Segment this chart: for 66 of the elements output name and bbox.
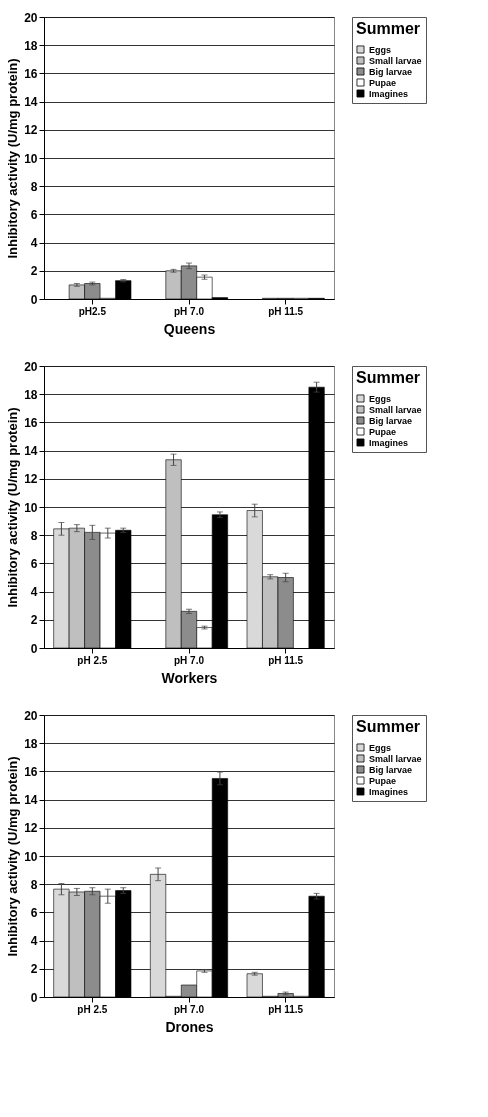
x-tick-label: pH2.5 (78, 305, 107, 317)
y-tick-label: 6 (30, 207, 38, 222)
y-tick-label: 6 (30, 905, 38, 920)
y-tick-label: 2 (30, 962, 38, 977)
x-tick-label: pH 7.0 (173, 305, 205, 317)
x-tick-label: pH 2.5 (77, 654, 108, 666)
y-tick-label: 16 (24, 415, 38, 430)
y-tick-label: 4 (30, 585, 38, 600)
y-tick-label: 10 (24, 849, 38, 864)
y-tick-label: 10 (24, 151, 38, 166)
y-tick-label: 8 (30, 179, 38, 194)
y-tick-label: 4 (30, 934, 38, 949)
legend-label: Pupae (369, 426, 397, 437)
legend-label: Big larvae (369, 415, 413, 426)
y-axis-title: Inhibitory activity (U/mg protein) (5, 756, 21, 957)
x-tick-label: pH 7.0 (173, 1003, 205, 1015)
y-tick-label: 12 (24, 123, 38, 138)
y-tick-label: 6 (30, 556, 38, 571)
y-axis-title: Inhibitory activity (U/mg protein) (5, 407, 21, 608)
legend-label: Imagines (369, 437, 409, 448)
legend-label: Imagines (369, 786, 409, 797)
legend-label: Small larvae (369, 55, 422, 66)
legend-title: Summer (356, 369, 421, 386)
y-tick-label: 18 (24, 38, 38, 53)
y-axis-title: Inhibitory activity (U/mg protein) (5, 58, 21, 259)
x-tick-label: pH 11.5 (268, 654, 304, 666)
y-tick-label: 14 (24, 793, 38, 808)
legend-label: Big larvae (369, 764, 413, 775)
legend-label: Pupae (369, 77, 397, 88)
y-tick-label: 2 (30, 264, 38, 279)
y-tick-label: 10 (24, 500, 38, 515)
legend-label: Eggs (369, 44, 392, 55)
y-tick-label: 12 (24, 472, 38, 487)
y-tick-label: 20 (24, 359, 38, 374)
y-tick-label: 8 (30, 528, 38, 543)
y-tick-label: 8 (30, 877, 38, 892)
legend-label: Imagines (369, 88, 409, 99)
y-tick-label: 20 (24, 708, 38, 723)
y-tick-label: 2 (30, 613, 38, 628)
y-tick-label: 0 (30, 990, 38, 1005)
legend-label: Pupae (369, 775, 397, 786)
legend-label: Eggs (369, 742, 392, 753)
y-tick-label: 18 (24, 387, 38, 402)
x-axis-title: Workers (161, 669, 218, 686)
y-tick-label: 18 (24, 736, 38, 751)
y-tick-label: 16 (24, 66, 38, 81)
y-tick-label: 14 (24, 444, 38, 459)
x-axis-title: Queens (163, 320, 216, 337)
y-tick-label: 0 (30, 641, 38, 656)
legend-title: Summer (356, 20, 421, 37)
x-tick-label: pH 11.5 (268, 305, 304, 317)
x-tick-label: pH 11.5 (268, 1003, 304, 1015)
x-tick-label: pH 2.5 (77, 1003, 108, 1015)
legend-title: Summer (356, 718, 421, 735)
legend-label: Big larvae (369, 66, 413, 77)
y-tick-label: 16 (24, 764, 38, 779)
y-tick-label: 14 (24, 95, 38, 110)
y-tick-label: 12 (24, 821, 38, 836)
legend-label: Small larvae (369, 753, 422, 764)
y-tick-label: 0 (30, 292, 38, 307)
legend-label: Eggs (369, 393, 392, 404)
y-tick-label: 20 (24, 10, 38, 25)
x-tick-label: pH 7.0 (173, 654, 205, 666)
legend-label: Small larvae (369, 404, 422, 415)
y-tick-label: 4 (30, 236, 38, 251)
x-axis-title: Drones (165, 1018, 214, 1035)
